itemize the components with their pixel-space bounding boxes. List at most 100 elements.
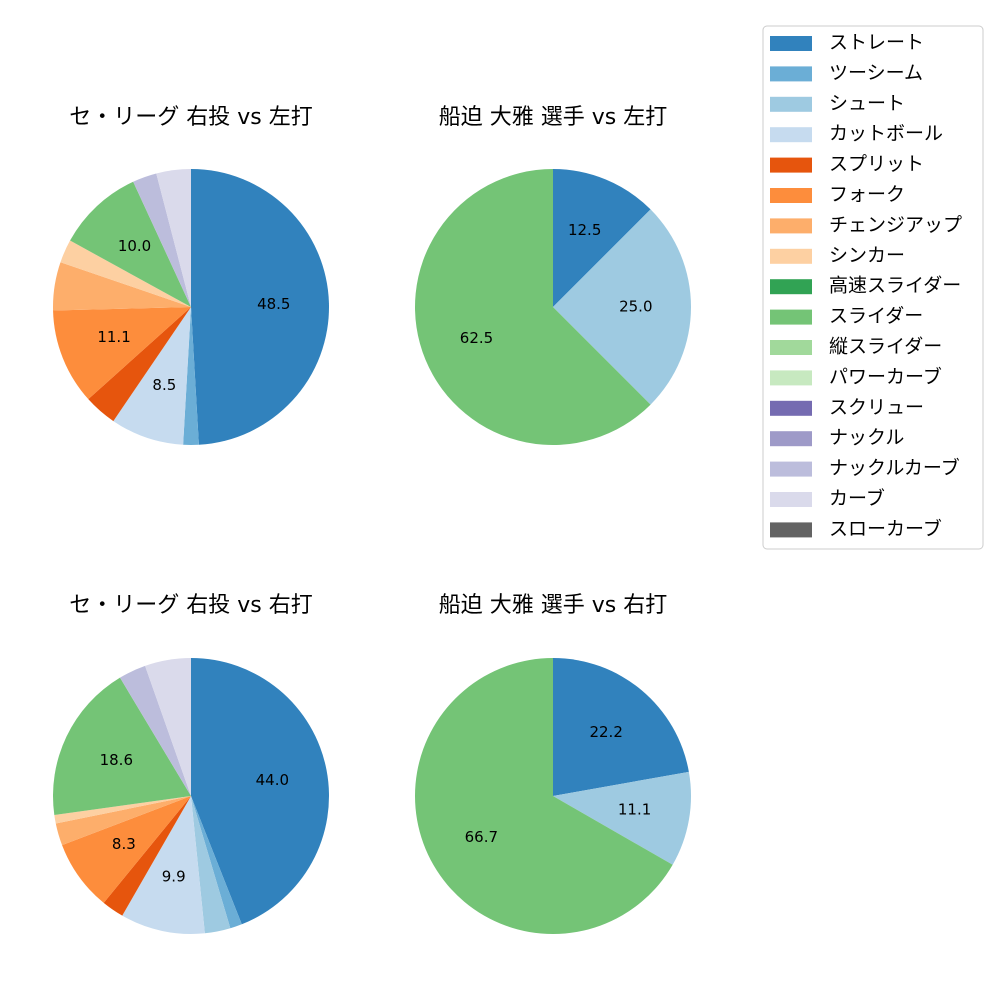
- slice-percent-label: 22.2: [589, 723, 622, 741]
- slice-percent-label: 48.5: [257, 295, 290, 313]
- legend-label: シンカー: [829, 244, 905, 266]
- pie-slice: [122, 796, 205, 934]
- legend-label: 高速スライダー: [829, 275, 961, 297]
- legend-label: スクリュー: [829, 396, 924, 418]
- pie-slice: [120, 665, 191, 796]
- legend-frame: [762, 25, 984, 550]
- legend-item: 高速スライダー: [770, 275, 961, 297]
- slice-percent-label: 9.9: [162, 867, 186, 885]
- legend-label: ナックルカーブ: [829, 456, 960, 479]
- legend-label: カットボール: [829, 123, 943, 145]
- pie-slice: [113, 307, 191, 445]
- legend-item: カットボール: [770, 123, 943, 145]
- legend-label: スライダー: [829, 305, 923, 327]
- legend-item: シンカー: [770, 244, 905, 266]
- legend: ストレートツーシームシュートカットボールスプリットフォークチェンジアップシンカー…: [762, 25, 984, 550]
- chart-title: 船迫 大雅 選手 vs 左打: [439, 105, 667, 130]
- slice-percent-label: 11.1: [97, 328, 130, 346]
- legend-label: スプリット: [829, 153, 924, 175]
- legend-item: スクリュー: [770, 396, 924, 418]
- legend-swatch: [770, 370, 812, 386]
- pie-slice: [183, 307, 199, 446]
- legend-label: チェンジアップ: [829, 214, 962, 236]
- pie-chart-4: 船迫 大雅 選手 vs 右打 22.2 11.1 66.7: [414, 593, 691, 934]
- legend-swatch: [770, 461, 812, 477]
- legend-swatch: [770, 127, 812, 143]
- pie-chart-1: セ・リーグ 右投 vs 左打 48.5 8.5 11.1 10.0: [53, 105, 329, 446]
- pie-slice: [54, 796, 192, 824]
- pie-slice: [145, 658, 191, 796]
- legend-item: スライダー: [770, 305, 923, 327]
- legend-swatch: [770, 248, 812, 264]
- slice-percent-label: 8.5: [152, 376, 176, 394]
- legend-item: ストレート: [770, 32, 924, 54]
- pie-slice: [191, 169, 329, 445]
- legend-swatch: [770, 218, 812, 234]
- pie-slice: [70, 181, 191, 307]
- legend-swatch: [770, 431, 812, 447]
- pie-charts: セ・リーグ 右投 vs 左打 48.5 8.5 11.1 10.0 船迫 大雅 選手 vs…: [52, 105, 692, 934]
- pie-slice: [553, 771, 691, 865]
- pie-slice: [415, 169, 651, 446]
- pie-slice: [553, 209, 692, 405]
- legend-label: スローカーブ: [829, 517, 942, 540]
- pie-slice: [62, 796, 191, 903]
- slice-percent-label: 66.7: [465, 828, 498, 846]
- legend-swatch: [770, 66, 812, 82]
- legend-swatch: [770, 157, 812, 173]
- slice-percent-label: 12.5: [568, 221, 601, 239]
- pie-slice: [60, 240, 192, 307]
- legend-swatch: [770, 188, 812, 203]
- legend-item: チェンジアップ: [770, 214, 962, 236]
- slice-percent-label: 8.3: [112, 835, 136, 853]
- pie-slice: [191, 658, 329, 925]
- legend-swatch: [770, 309, 812, 325]
- slice-percent-label: 11.1: [618, 801, 651, 819]
- chart-title: セ・リーグ 右投 vs 右打: [69, 593, 312, 618]
- pie-slice: [55, 796, 192, 846]
- pie-slice: [553, 658, 689, 796]
- pie-slice: [52, 677, 191, 816]
- legend-item: ナックル: [770, 427, 904, 449]
- pie-slice: [53, 262, 191, 311]
- legend-item: ナックルカーブ: [770, 456, 960, 479]
- slice-percent-label: 62.5: [460, 329, 493, 347]
- legend-item: カーブ: [770, 487, 885, 510]
- slice-percent-label: 10.0: [118, 237, 151, 255]
- legend-swatch: [770, 400, 812, 416]
- pie-slice: [553, 169, 651, 307]
- legend-swatch: [770, 492, 812, 507]
- pie-slice: [133, 173, 191, 307]
- legend-item: シュート: [770, 92, 905, 114]
- legend-item: パワーカーブ: [770, 365, 942, 388]
- legend-label: カーブ: [829, 487, 885, 510]
- legend-label: 縦スライダー: [829, 336, 942, 358]
- legend-swatch: [770, 522, 812, 538]
- chart-title: 船迫 大雅 選手 vs 右打: [439, 593, 667, 618]
- legend-swatch: [770, 36, 812, 51]
- legend-label: パワーカーブ: [829, 365, 942, 388]
- legend-label: ツーシーム: [829, 62, 923, 84]
- pie-slice: [191, 796, 231, 934]
- legend-swatch: [770, 340, 812, 355]
- legend-label: ナックル: [829, 427, 904, 449]
- legend-item: スプリット: [770, 153, 924, 175]
- pie-chart-2: 船迫 大雅 選手 vs 左打 12.5 25.0 62.5: [415, 105, 692, 446]
- slice-percent-label: 25.0: [619, 298, 652, 316]
- pie-slice: [103, 796, 191, 916]
- slice-percent-label: 44.0: [256, 771, 289, 789]
- legend-swatch: [770, 279, 812, 295]
- pie-slice: [53, 307, 191, 400]
- pie-slice: [191, 796, 242, 929]
- pie-slice: [88, 307, 191, 422]
- pie-slice: [414, 658, 673, 934]
- slice-percent-label: 18.6: [100, 751, 133, 769]
- legend-item: フォーク: [770, 184, 905, 206]
- legend-label: フォーク: [829, 184, 905, 206]
- legend-item: スローカーブ: [770, 517, 942, 540]
- legend-label: ストレート: [829, 32, 924, 54]
- pie-slice: [156, 169, 191, 307]
- legend-item: 縦スライダー: [770, 336, 942, 358]
- legend-swatch: [770, 96, 812, 112]
